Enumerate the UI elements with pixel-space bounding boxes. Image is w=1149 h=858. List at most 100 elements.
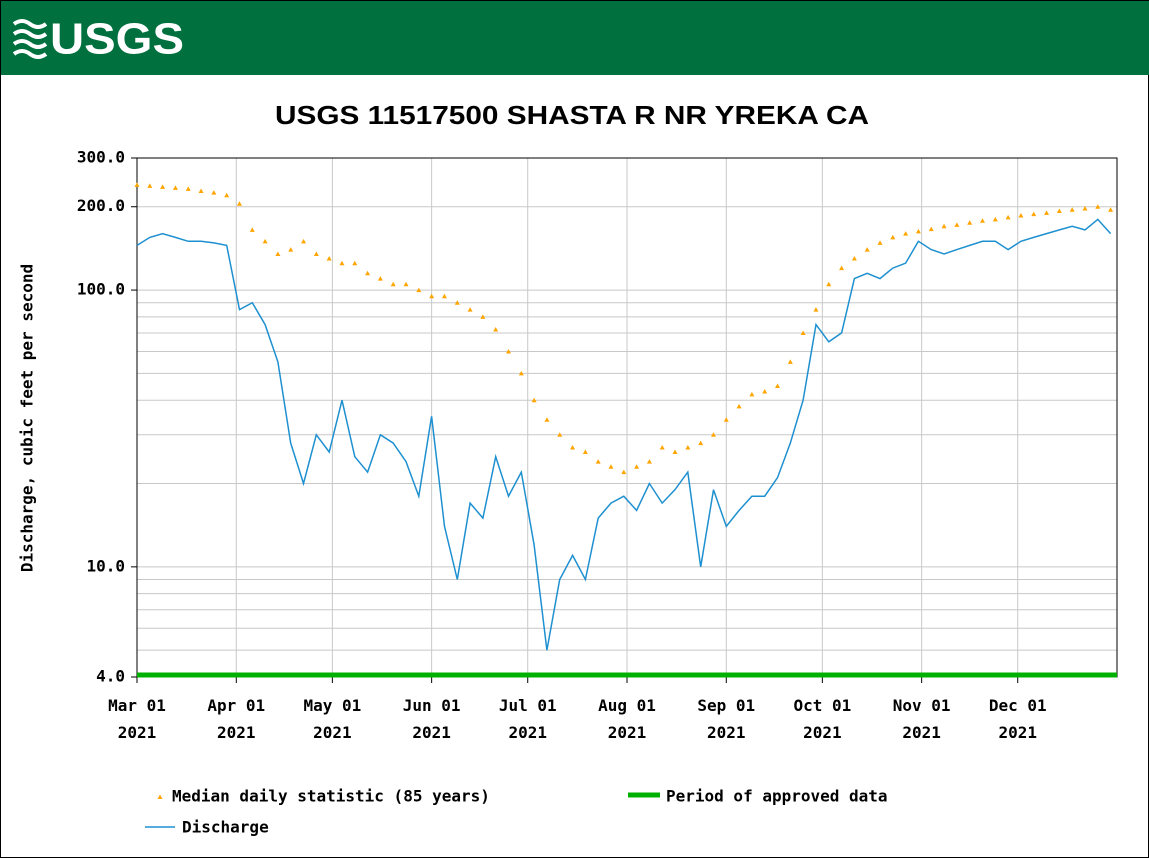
median-marker <box>147 183 153 188</box>
x-tick-label: Dec 01 2021 <box>989 696 1047 742</box>
median-marker <box>608 464 614 469</box>
median-marker <box>800 330 806 335</box>
x-tick-label: Apr 01 2021 <box>207 696 265 742</box>
median-marker <box>1108 207 1114 212</box>
median-marker <box>467 307 473 312</box>
x-tick-label: Sep 01 2021 <box>697 696 755 742</box>
median-marker <box>967 220 973 225</box>
legend-marker <box>157 794 163 799</box>
median-marker <box>134 182 140 187</box>
x-tick-date: Mar 01 <box>108 696 166 715</box>
median-marker <box>198 188 204 193</box>
median-marker <box>1056 208 1062 214</box>
median-marker <box>698 440 704 446</box>
x-tick-year: 2021 <box>608 723 647 742</box>
median-marker <box>928 226 934 232</box>
x-tick-year: 2021 <box>313 723 352 742</box>
x-tick-label: Oct 01 2021 <box>793 696 851 742</box>
median-marker <box>634 464 640 469</box>
y-tick-label: 200.0 <box>77 196 125 215</box>
header-bar <box>1 1 1149 75</box>
median-marker <box>941 223 947 229</box>
median-marker <box>1018 212 1024 218</box>
median-marker <box>249 227 255 232</box>
median-marker <box>416 287 422 293</box>
x-tick-year: 2021 <box>217 723 256 742</box>
x-tick-date: Oct 01 <box>793 696 851 715</box>
median-marker <box>493 327 499 332</box>
x-tick-year: 2021 <box>707 723 746 742</box>
y-tick-label: 100.0 <box>77 280 125 299</box>
median-marker <box>441 293 447 299</box>
y-tick-label: 10.0 <box>86 556 125 575</box>
median-marker <box>992 216 998 222</box>
median-marker <box>160 184 166 189</box>
median-marker <box>877 240 883 245</box>
median-marker <box>826 281 832 287</box>
median-marker <box>326 256 332 261</box>
legend-label: Median daily statistic (85 years) <box>172 787 490 806</box>
x-tick-label: May 01 2021 <box>303 696 361 742</box>
legend-label: Discharge <box>182 818 269 837</box>
median-marker <box>403 281 409 287</box>
median-marker <box>762 389 768 394</box>
median-marker <box>851 256 857 261</box>
plot-area: 4.0 10.0 100.0 200.0 300.0 Mar 01 2021 Apr 01 20… <box>77 148 1118 742</box>
x-tick-date: Aug 01 <box>598 696 656 715</box>
x-tick-year: 2021 <box>803 723 842 742</box>
median-marker <box>339 260 345 266</box>
median-marker <box>557 432 563 437</box>
x-tick-date: May 01 <box>303 696 361 715</box>
logo-waves <box>12 19 48 59</box>
x-tick-year: 2021 <box>998 723 1037 742</box>
median-marker <box>710 432 716 437</box>
x-tick-label: Nov 01 2021 <box>893 696 951 742</box>
y-axis-label: Discharge, cubic feet per second <box>18 264 37 572</box>
median-marker <box>544 417 550 422</box>
median-marker <box>915 228 921 234</box>
x-tick-year: 2021 <box>118 723 157 742</box>
x-tick-date: Dec 01 <box>989 696 1047 715</box>
median-marker <box>480 314 486 319</box>
median-marker <box>185 186 191 191</box>
median-marker <box>454 300 460 305</box>
median-marker <box>1069 207 1075 212</box>
median-marker <box>1044 210 1050 215</box>
x-tick-label: Jun 01 2021 <box>403 696 461 742</box>
median-marker <box>570 444 576 450</box>
x-tick-date: Apr 01 <box>207 696 265 715</box>
median-marker <box>787 359 793 364</box>
x-tick-year: 2021 <box>902 723 941 742</box>
median-marker <box>377 276 383 281</box>
median-marker <box>390 281 396 287</box>
median-marker <box>236 201 242 206</box>
median-marker <box>839 265 845 271</box>
median-marker <box>1095 204 1101 209</box>
x-tick-date: Jun 01 <box>403 696 461 715</box>
median-marker <box>275 251 281 256</box>
legend-label: Period of approved data <box>666 787 888 806</box>
median-marker <box>813 307 819 312</box>
median-marker <box>313 251 319 256</box>
median-marker <box>621 469 627 475</box>
x-tick-date: Nov 01 <box>893 696 951 715</box>
median-marker <box>429 293 435 299</box>
median-marker <box>595 459 601 464</box>
median-marker <box>301 238 307 244</box>
median-marker <box>749 391 755 397</box>
median-marker <box>365 270 371 276</box>
median-marker <box>211 190 217 195</box>
median-marker <box>531 397 537 403</box>
median-marker <box>723 417 729 422</box>
logo-text: USGS <box>50 15 184 64</box>
x-tick-date: Jul 01 <box>499 696 557 715</box>
median-marker <box>890 234 896 240</box>
median-marker <box>1005 214 1011 220</box>
y-tick-label: 300.0 <box>77 148 125 167</box>
median-marker <box>736 403 742 409</box>
x-tick-date: Sep 01 <box>697 696 755 715</box>
median-marker <box>903 231 909 236</box>
median-marker <box>1031 211 1037 217</box>
median-marker <box>582 449 588 454</box>
